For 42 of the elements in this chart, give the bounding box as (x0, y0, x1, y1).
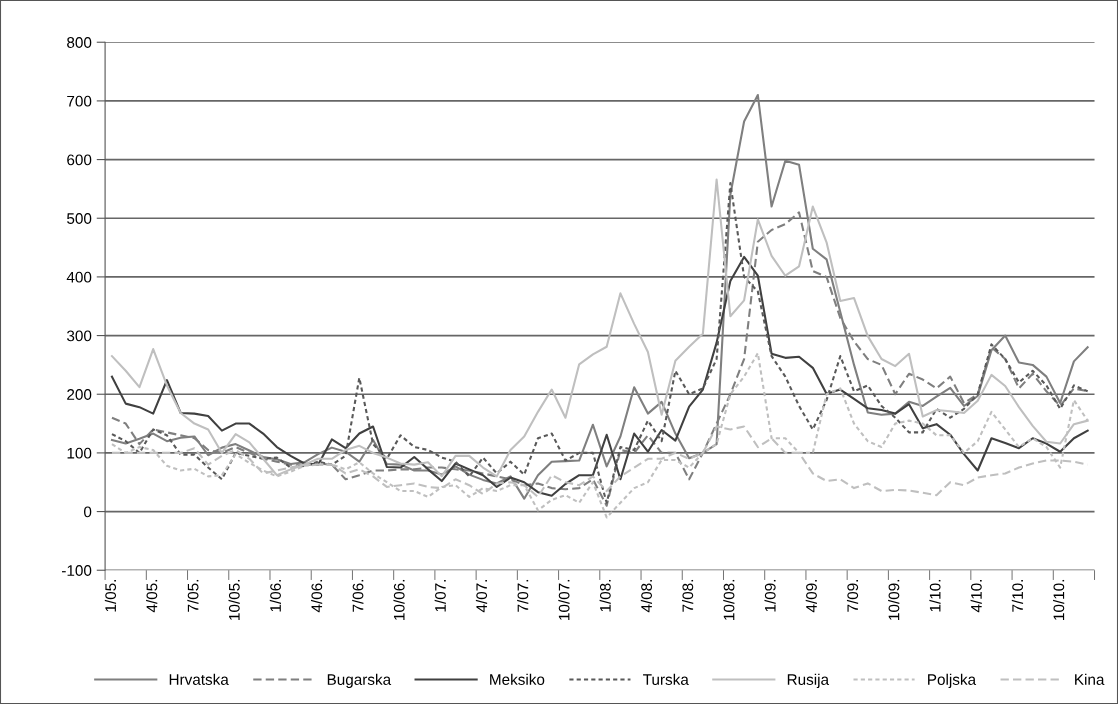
y-tick-label: 400 (66, 271, 92, 283)
y-tick-label: 700 (67, 95, 92, 107)
legend-label: Bugarska (327, 673, 392, 688)
x-tick-label: 4/10. (970, 579, 982, 613)
x-tick-label: 10/06. (393, 579, 405, 620)
legend-label: Hrvatska (169, 673, 229, 685)
x-tick-label: 7/08. (682, 579, 694, 612)
legend-label: Kina (1075, 673, 1105, 685)
line-series (110, 255, 1089, 497)
y-tick-label: 300 (66, 330, 92, 342)
x-tick-label: 7/09. (846, 579, 859, 612)
x-tick-label: 1/09. (764, 579, 776, 612)
x-tick-label: 7/10. (1011, 579, 1024, 612)
x-tick-label: 4/09. (805, 579, 817, 613)
x-tick-label: 10/05. (228, 579, 240, 620)
x-tick-label: 10/09. (888, 579, 900, 620)
x-tick-label: 1/06. (269, 579, 281, 612)
x-tick-label: 10/10. (1053, 579, 1065, 620)
x-tick-label: 4/06. (310, 579, 323, 613)
legend-label: Rusija (787, 673, 830, 688)
y-tick-label: -100 (62, 565, 92, 576)
y-tick-label: 800 (67, 37, 92, 48)
x-tick-label: 7/06. (352, 579, 364, 612)
x-tick-label: 7/07. (517, 579, 529, 612)
x-tick-label: 10/07. (558, 579, 570, 620)
legend-label: Turska (643, 673, 689, 685)
x-tick-label: 4/05. (146, 579, 158, 613)
y-tick-label: 500 (67, 213, 92, 224)
x-tick-label: 1/07. (434, 579, 446, 612)
x-tick-label: 4/07. (475, 579, 488, 613)
x-tick-label: 1/08. (599, 579, 611, 612)
x-tick-label: 10/08. (723, 579, 735, 620)
legend-label: Meksiko (490, 673, 545, 685)
y-tick-label: 200 (67, 389, 92, 400)
x-tick-label: 4/08. (640, 579, 653, 613)
x-tick-label: 7/05. (187, 579, 199, 612)
y-tick-label: 100 (67, 447, 92, 459)
legend-label: Poljska (928, 673, 977, 688)
y-tick-label: 600 (67, 154, 92, 166)
x-tick-label: 1/10. (929, 579, 941, 612)
y-tick-label: 0 (84, 506, 92, 518)
x-tick-label: 1/05. (104, 579, 117, 612)
